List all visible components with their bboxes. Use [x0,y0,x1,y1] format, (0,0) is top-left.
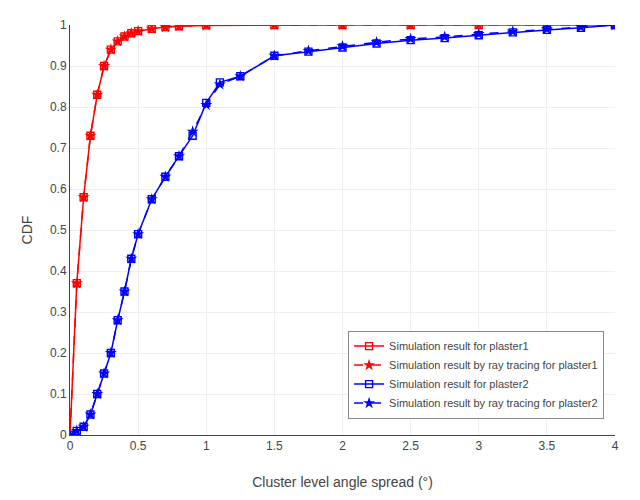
svg-text:Simulation result by ray traci: Simulation result by ray tracing for pla… [389,359,597,371]
svg-text:1: 1 [203,439,210,453]
svg-text:0.5: 0.5 [50,223,67,237]
svg-text:2: 2 [339,439,346,453]
svg-text:Cluster level angle spread (°): Cluster level angle spread (°) [252,474,433,490]
svg-text:0.1: 0.1 [50,387,67,401]
svg-text:2.5: 2.5 [402,439,419,453]
svg-text:0.4: 0.4 [50,264,67,278]
svg-text:0.7: 0.7 [50,141,67,155]
svg-text:Simulation result for plaster2: Simulation result for plaster2 [389,378,528,390]
svg-text:0.2: 0.2 [50,346,67,360]
svg-text:0.8: 0.8 [50,100,67,114]
svg-text:0: 0 [60,428,67,442]
svg-text:0.5: 0.5 [130,439,147,453]
svg-text:0.6: 0.6 [50,182,67,196]
svg-text:4: 4 [612,439,619,453]
svg-text:0.9: 0.9 [50,59,67,73]
svg-text:3: 3 [475,439,482,453]
svg-text:Simulation result for plaster1: Simulation result for plaster1 [389,340,528,352]
svg-text:1.5: 1.5 [266,439,283,453]
svg-text:0: 0 [67,439,74,453]
svg-text:1: 1 [60,18,67,32]
svg-text:Simulation result by ray traci: Simulation result by ray tracing for pla… [389,397,597,409]
svg-text:0.3: 0.3 [50,305,67,319]
svg-text:CDF: CDF [19,216,35,245]
svg-text:3.5: 3.5 [539,439,556,453]
